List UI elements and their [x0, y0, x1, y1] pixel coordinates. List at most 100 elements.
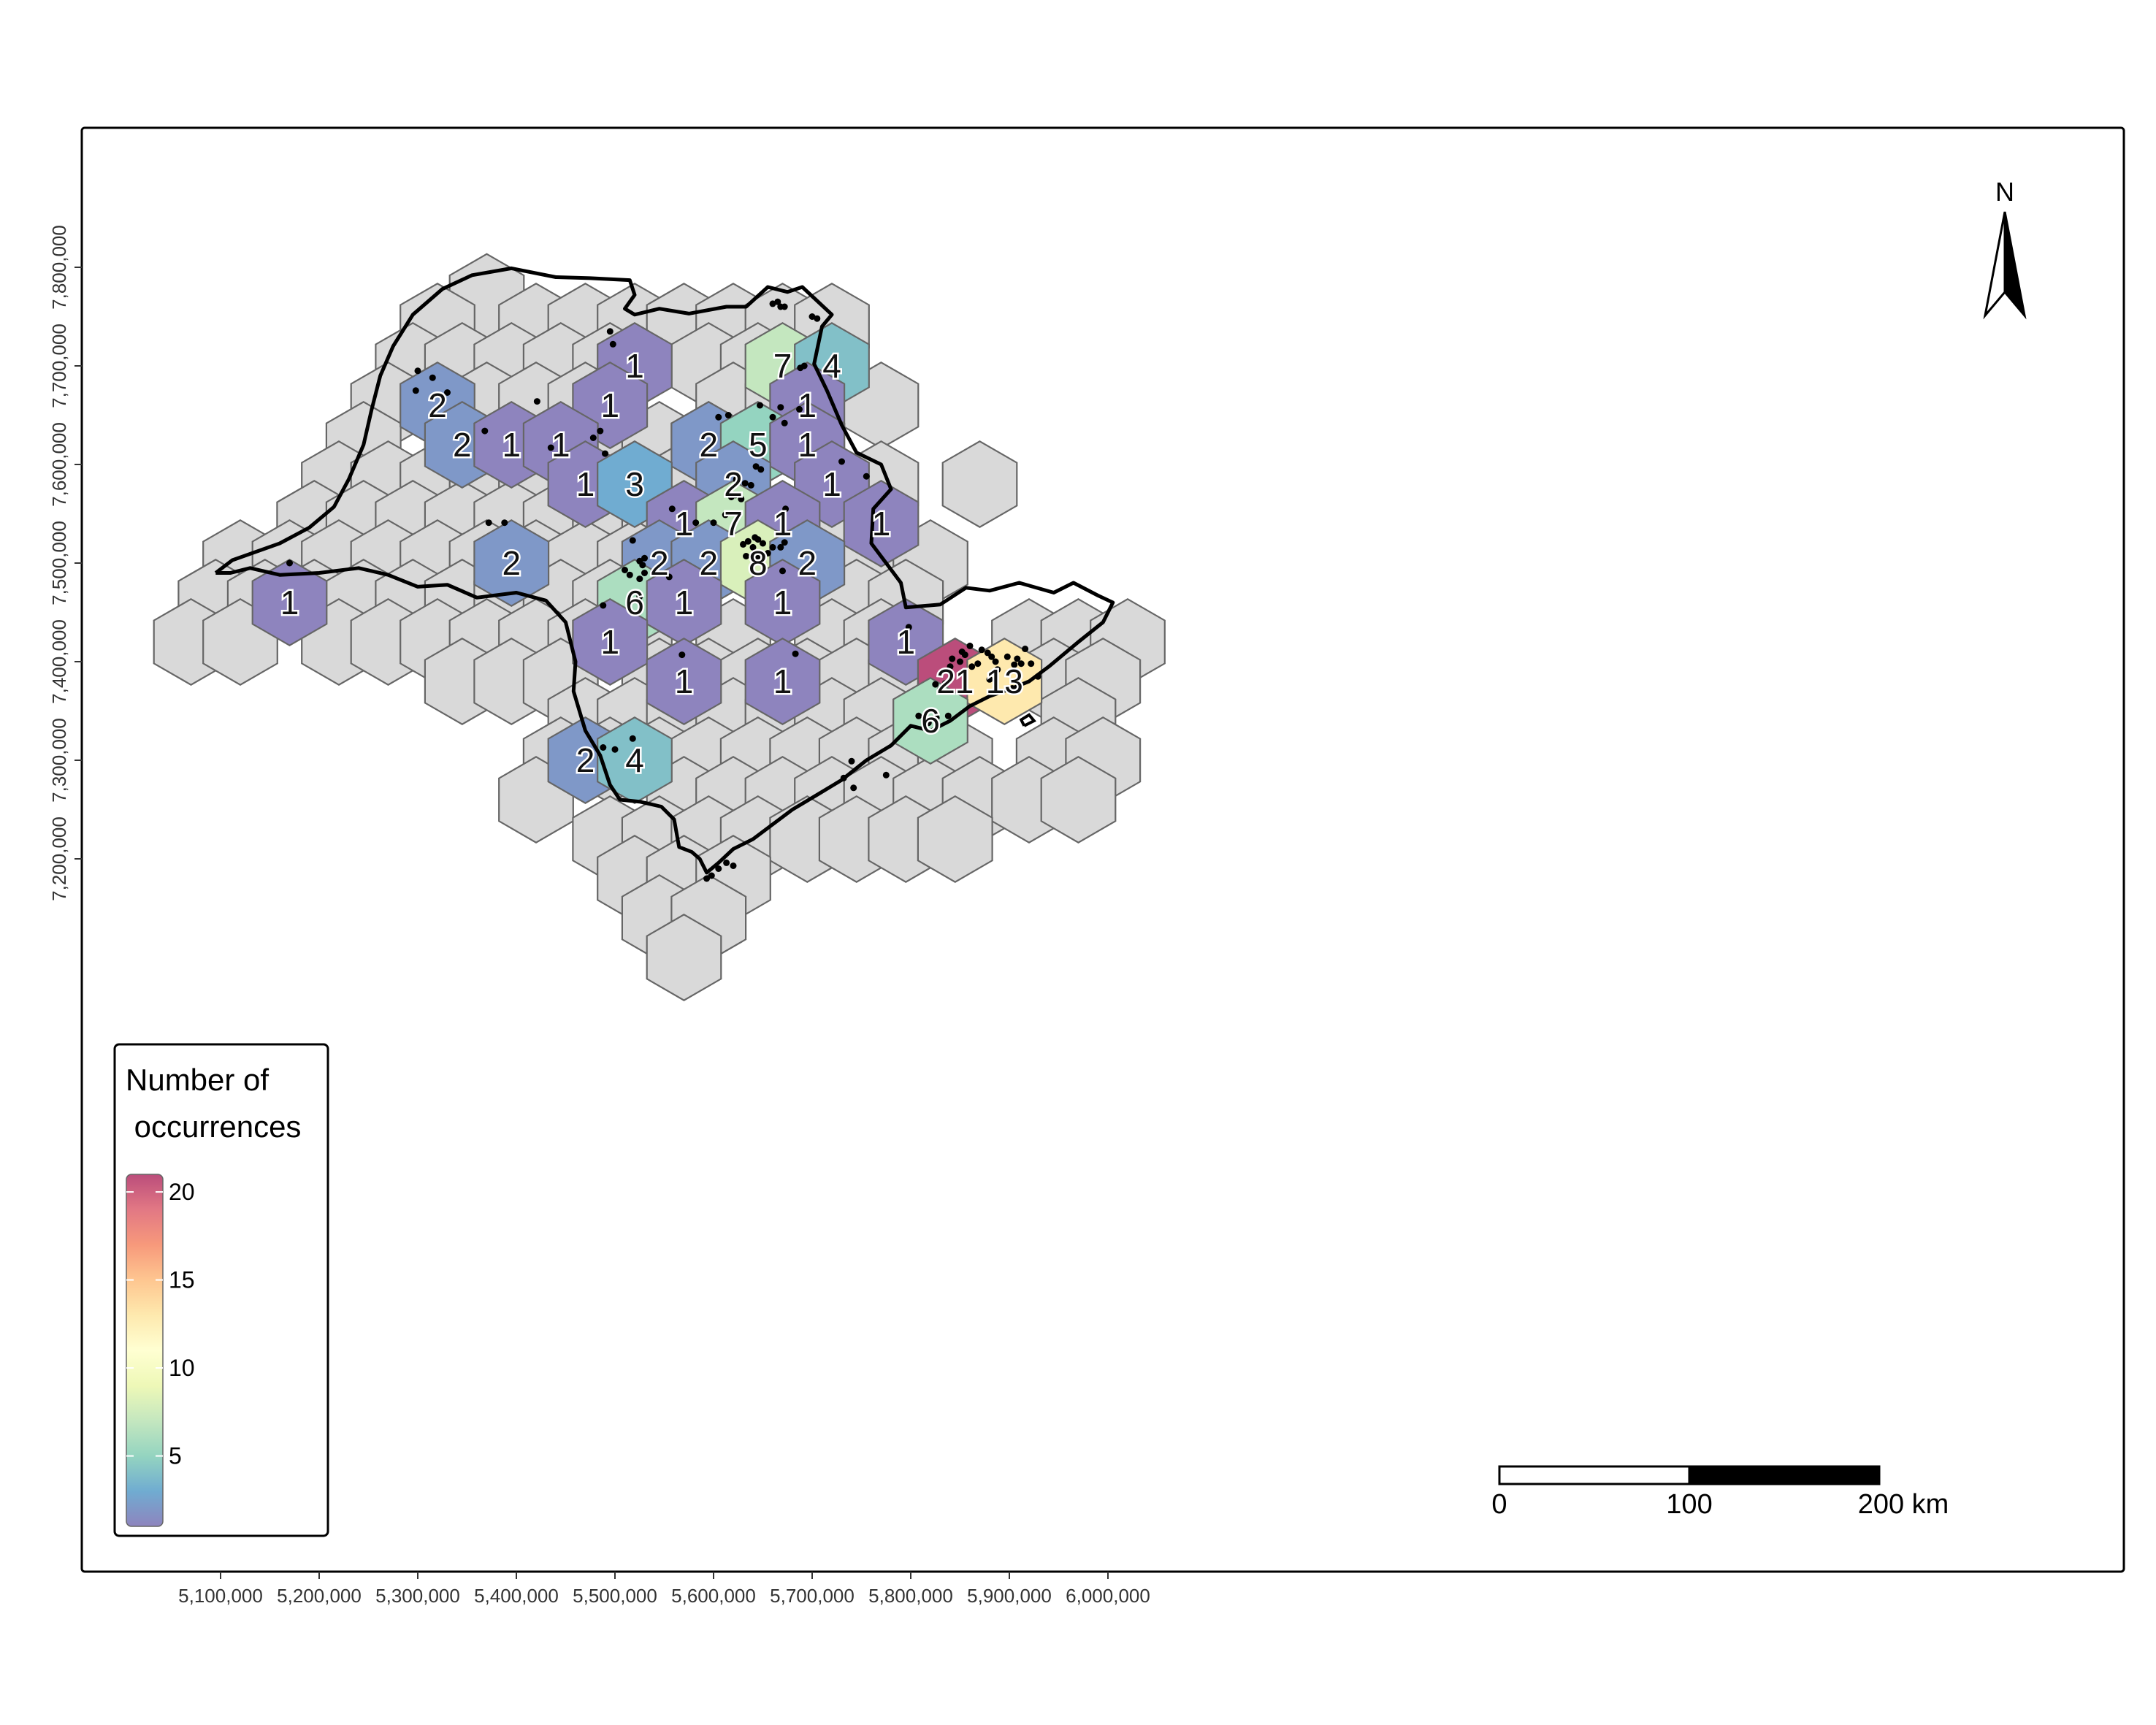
occurrence-point	[629, 735, 636, 742]
occurrence-point	[747, 481, 754, 489]
occurrence-point	[941, 680, 949, 687]
occurrence-point	[781, 539, 788, 546]
scale-bar-white-segment	[1498, 1465, 1691, 1485]
occurrence-point	[481, 427, 489, 435]
hex-cell	[646, 638, 722, 725]
hex-count-label: 2	[700, 426, 719, 464]
occurrence-point	[429, 374, 436, 381]
hex-count-label: 1	[897, 623, 916, 661]
occurrence-point	[915, 712, 922, 719]
legend: Number of occurrences 5 10 15 20	[113, 1043, 329, 1537]
y-tick-label: 7,600,000	[48, 422, 70, 507]
occurrence-point	[986, 676, 993, 683]
occurrence-point	[723, 859, 730, 866]
occurrence-point	[814, 315, 821, 322]
occurrence-point	[715, 865, 722, 872]
occurrence-point	[589, 435, 597, 441]
occurrence-point	[968, 663, 976, 670]
hex-count-label: 6	[921, 702, 940, 740]
state-boundary-line	[214, 266, 1115, 875]
scale-label-100: 100	[1666, 1489, 1712, 1520]
x-tick-label: 5,100,000	[178, 1585, 263, 1607]
occurrence-point	[1034, 673, 1041, 680]
hex-count-label: 1	[822, 465, 841, 503]
legend-tick-label: 10	[169, 1355, 195, 1381]
occurrence-point	[769, 413, 776, 421]
legend-tick-label: 15	[169, 1267, 195, 1293]
hex-count-label: 1	[576, 465, 595, 503]
occurrence-point	[626, 571, 633, 578]
occurrence-point	[733, 475, 740, 483]
hex-count-label: 1	[773, 584, 792, 621]
occurrence-point	[600, 744, 607, 751]
north-arrow: N	[1983, 177, 2027, 320]
hex-count-label: 7	[724, 505, 743, 543]
occurrence-point	[947, 663, 954, 670]
y-tick-label: 7,400,000	[48, 619, 70, 704]
hex-count-label: 1	[675, 662, 694, 700]
hex-count-label: 1	[773, 505, 792, 543]
occurrence-point	[848, 757, 855, 765]
north-label: N	[1995, 177, 2014, 207]
hex-cell	[572, 598, 649, 686]
occurrence-point	[905, 624, 912, 631]
occurrence-point	[769, 300, 776, 307]
hex-cell-empty	[1040, 756, 1117, 844]
x-tick-label: 5,600,000	[671, 1585, 756, 1607]
occurrence-point	[715, 413, 722, 421]
x-tick-label: 6,000,000	[1066, 1585, 1150, 1607]
hex-count-label: 2	[453, 426, 472, 464]
state-boundary	[214, 266, 1115, 875]
occurrence-point	[850, 784, 857, 792]
occurrence-point	[749, 543, 757, 551]
hex-count-label: 4	[625, 741, 644, 779]
occurrence-point	[882, 771, 890, 779]
occurrence-point	[796, 405, 803, 413]
occurrence-point	[501, 519, 508, 527]
x-tick-label: 5,500,000	[573, 1585, 657, 1607]
y-tick-label: 7,200,000	[48, 816, 70, 901]
occurrence-point	[925, 719, 932, 727]
occurrence-point	[740, 540, 746, 548]
hex-count-label: 6	[625, 584, 644, 621]
occurrence-point	[606, 328, 613, 335]
occurrence-point	[1004, 653, 1011, 660]
occurrence-point	[629, 537, 636, 544]
occurrence-point	[485, 519, 492, 527]
occurrence-point	[800, 362, 808, 370]
occurrence-point	[692, 519, 700, 527]
legend-colorbar	[126, 1174, 164, 1527]
hex-cell-empty	[917, 795, 993, 883]
occurrence-point	[754, 536, 762, 543]
occurrence-point	[743, 553, 750, 559]
occurrence-point	[636, 575, 643, 583]
hex-cell	[843, 480, 920, 567]
hex-count-label: 1	[551, 426, 570, 464]
hex-cell	[966, 638, 1043, 725]
legend-title-line1: Number of	[126, 1063, 269, 1097]
hex-cell	[744, 638, 821, 725]
occurrence-point	[286, 559, 293, 567]
hex-count-label: 1	[502, 426, 521, 464]
occurrence-point	[668, 505, 676, 513]
hex-count-label: 2	[724, 465, 743, 503]
occurrence-point	[774, 298, 781, 305]
hex-count-label: 2	[650, 544, 669, 582]
hex-count-label: 7	[773, 347, 792, 385]
occurrence-point	[622, 567, 628, 573]
hex-count-label: 21	[936, 662, 974, 700]
occurrence-point	[665, 573, 673, 581]
legend-title-line2: occurrences	[126, 1109, 301, 1144]
occurrence-point	[838, 458, 845, 465]
occurrence-point	[781, 303, 788, 310]
island-outline	[1019, 713, 1036, 727]
occurrence-point	[974, 660, 982, 668]
occurrence-point	[533, 398, 540, 405]
north-arrow-fill-icon	[2003, 211, 2027, 320]
x-tick-label: 5,200,000	[277, 1585, 362, 1607]
occurrence-point	[782, 505, 790, 513]
axes: 5,100,000 5,200,000 5,300,000 5,400,000 5,50…	[48, 225, 1150, 1607]
occurrence-point	[777, 404, 784, 411]
hex-count-label: 4	[822, 347, 841, 385]
